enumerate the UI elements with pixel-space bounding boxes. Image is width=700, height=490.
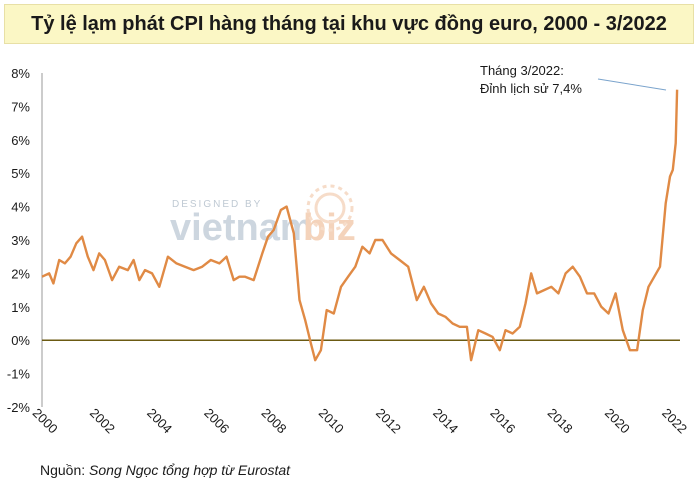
annotation-line-1: Tháng 3/2022: <box>480 63 564 78</box>
x-tick-label: 2006 <box>201 405 232 436</box>
source-prefix: Nguồn: <box>40 462 86 478</box>
x-tick-label: 2020 <box>602 405 633 436</box>
source-text: Song Ngọc tổng hợp từ Eurostat <box>89 462 291 478</box>
watermark-brand-b: biz <box>303 207 356 249</box>
x-tick-label: 2000 <box>30 405 61 436</box>
peak-annotation: Tháng 3/2022: Đỉnh lịch sử 7,4% <box>480 63 667 96</box>
y-tick-label: 2% <box>11 266 30 281</box>
y-tick-label: -2% <box>7 400 31 415</box>
x-tick-label: 2004 <box>144 405 175 436</box>
x-tick-labels: 2000 2002 2004 2006 2008 2010 2012 2014 2016 2018… <box>30 405 690 436</box>
source-note: Nguồn: Song Ngọc tổng hợp từ Eurostat <box>40 462 290 478</box>
x-tick-label: 2010 <box>316 405 347 436</box>
annotation-line-2: Đỉnh lịch sử 7,4% <box>480 81 582 96</box>
annotation-leader-line <box>597 78 667 91</box>
y-tick-label: 3% <box>11 233 30 248</box>
y-tick-label: 4% <box>11 200 30 215</box>
chart-title: Tỷ lệ lạm phát CPI hàng tháng tại khu vự… <box>31 12 667 35</box>
chart-title-box: Tỷ lệ lạm phát CPI hàng tháng tại khu vự… <box>4 4 694 44</box>
series-line-cpi <box>41 89 679 362</box>
watermark-designed-by: DESIGNED BY <box>172 199 262 210</box>
y-tick-label: 8% <box>11 66 30 81</box>
watermark: DESIGNED BY vietnam biz <box>170 184 356 249</box>
x-tick-label: 2022 <box>659 405 690 436</box>
y-tick-label: 5% <box>11 166 30 181</box>
x-tick-label: 2002 <box>87 405 118 436</box>
y-tick-label: 0% <box>11 333 30 348</box>
x-tick-label: 2016 <box>487 405 518 436</box>
x-tick-label: 2018 <box>545 405 576 436</box>
y-tick-label: 1% <box>11 300 30 315</box>
x-tick-label: 2014 <box>430 405 461 436</box>
watermark-sun-icon <box>306 184 354 232</box>
y-tick-label: 7% <box>11 99 30 114</box>
x-tick-label: 2012 <box>373 405 404 436</box>
x-tick-label: 2008 <box>259 405 290 436</box>
y-tick-label: -1% <box>7 367 31 382</box>
y-tick-label: 6% <box>11 133 30 148</box>
y-tick-labels: 8% 7% 6% 5% 4% 3% 2% 1% 0% -1% -2% <box>7 66 31 415</box>
line-chart: DESIGNED BY vietnam biz 8% 7% 6% 5% 4% 3% 2% 1%… <box>7 63 690 436</box>
